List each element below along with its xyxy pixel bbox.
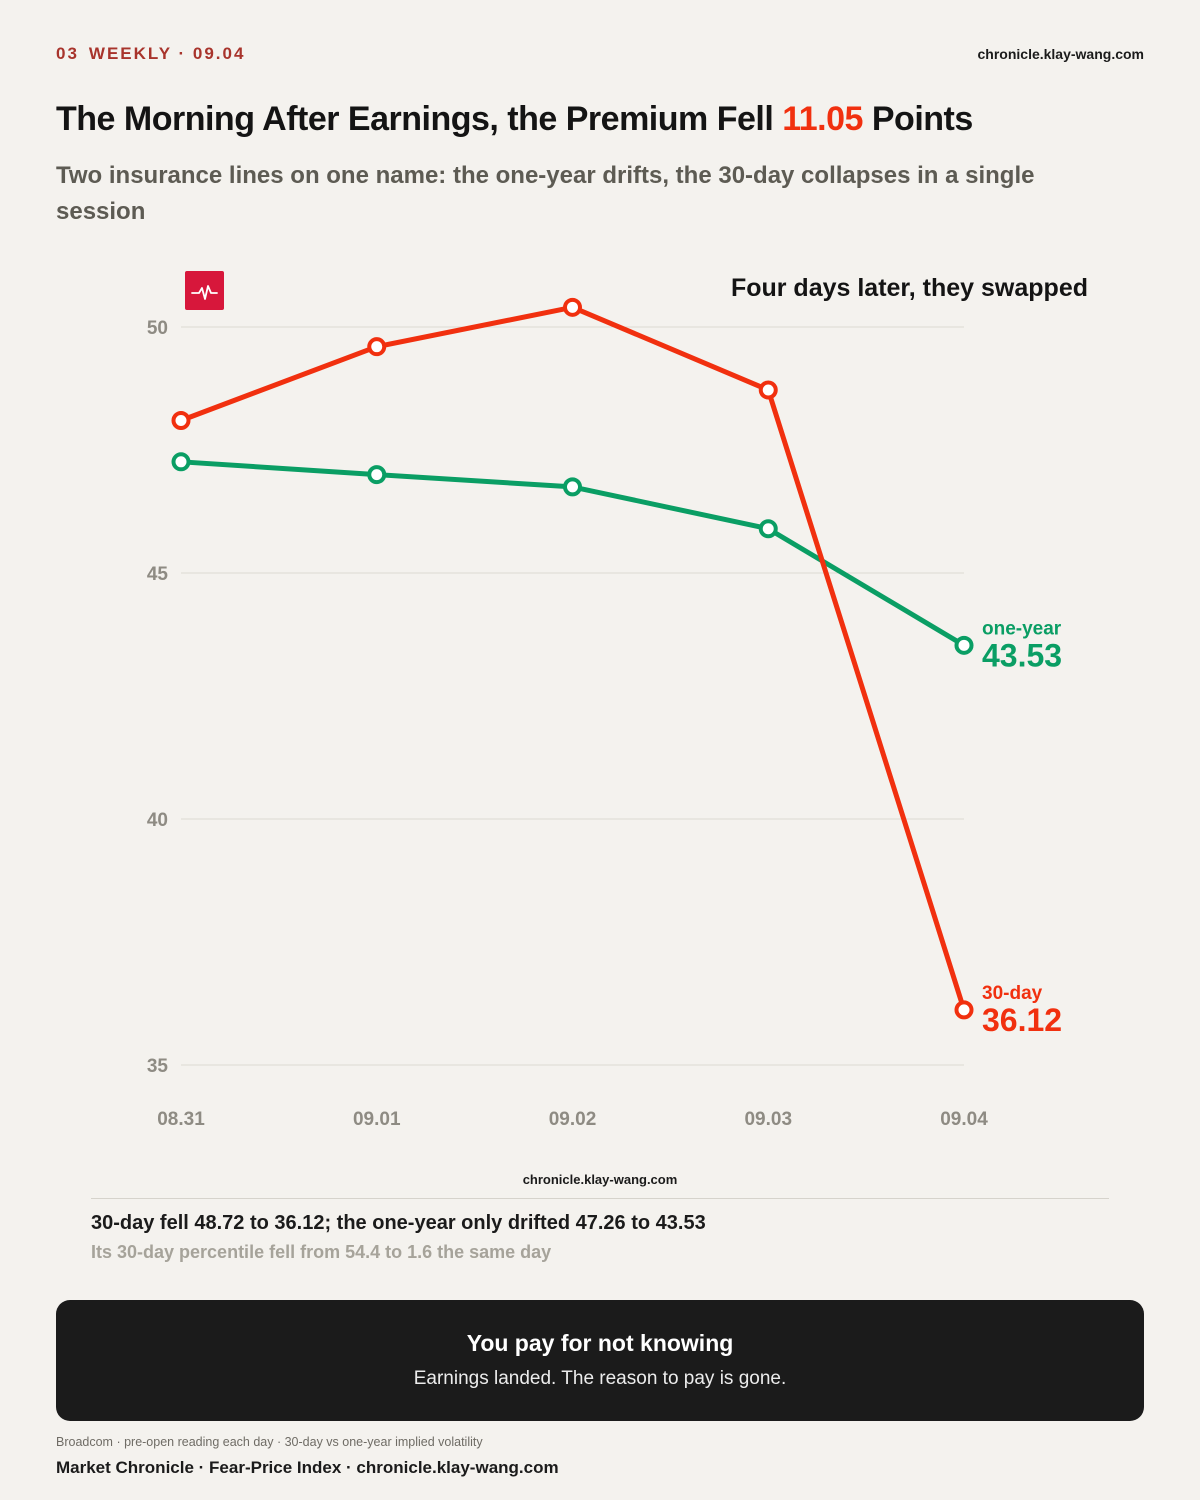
x-tick-label: 09.01 <box>353 1109 401 1130</box>
y-tick-label: 50 <box>147 318 168 339</box>
issue-label: WEEKLY · 09.04 <box>88 44 246 63</box>
line-chart: Four days later, they swapped 50 45 40 35 0… <box>147 271 1088 1187</box>
y-tick-label: 40 <box>147 810 168 831</box>
data-point <box>758 519 778 539</box>
chart-credit: chronicle.klay-wang.com <box>523 1172 678 1187</box>
series-end-value: 43.53 <box>982 637 1062 673</box>
top-bar: 03 WEEKLY · 09.04 chronicle.klay-wang.com <box>56 44 1144 66</box>
data-point <box>367 465 387 485</box>
site-link-top[interactable]: chronicle.klay-wang.com <box>977 46 1145 62</box>
x-tick-label: 09.04 <box>940 1109 988 1130</box>
issue-number: 03 <box>56 44 79 63</box>
divider <box>91 1198 1109 1199</box>
footer-brand[interactable]: Market Chronicle · Fear-Price Index · ch… <box>56 1458 559 1477</box>
title-highlight: 11.05 <box>782 100 863 138</box>
issue-kicker: 03 WEEKLY · 09.04 <box>56 44 245 64</box>
callout-body: Earnings landed. The reason to pay is go… <box>413 1368 787 1389</box>
source-line: Broadcom · pre-open reading each day · 3… <box>56 1435 483 1449</box>
data-point <box>954 1000 974 1020</box>
series-name-label: one-year <box>982 618 1062 639</box>
chart-annotation: Four days later, they swapped <box>731 274 1088 302</box>
series-end-value: 36.12 <box>982 1002 1062 1038</box>
summary-note: 30-day fell 48.72 to 36.12; the one-year… <box>91 1212 706 1234</box>
title-before: The Morning After Earnings, the Premium … <box>56 100 783 138</box>
y-axis: 50 45 40 35 <box>147 318 169 1077</box>
data-point <box>563 477 582 497</box>
data-point <box>563 297 582 317</box>
data-point <box>758 380 778 400</box>
data-point <box>954 635 974 655</box>
page-title: The Morning After Earnings, the Premium … <box>56 100 1146 139</box>
pulse-logo-icon <box>185 271 224 310</box>
callout-box: You pay for not knowing Earnings landed.… <box>56 1300 1144 1421</box>
data-point <box>171 410 191 430</box>
data-point <box>171 452 191 472</box>
grid <box>181 326 964 1066</box>
series-line <box>178 304 967 1013</box>
title-after: Points <box>862 100 973 138</box>
x-axis: 08.31 09.01 09.02 09.03 09.04 <box>157 1109 988 1130</box>
subtitle: Two insurance lines on one name: the one… <box>56 162 1035 225</box>
x-tick-label: 09.02 <box>549 1109 597 1130</box>
callout-title: You pay for not knowing <box>466 1330 734 1356</box>
percentile-note: Its 30-day percentile fell from 54.4 to … <box>91 1242 552 1262</box>
series-name-label: 30-day <box>982 983 1043 1004</box>
y-tick-label: 35 <box>147 1056 169 1077</box>
x-tick-label: 09.03 <box>744 1109 792 1130</box>
x-tick-label: 08.31 <box>157 1109 205 1130</box>
data-point <box>367 337 387 357</box>
y-tick-label: 45 <box>147 564 169 585</box>
